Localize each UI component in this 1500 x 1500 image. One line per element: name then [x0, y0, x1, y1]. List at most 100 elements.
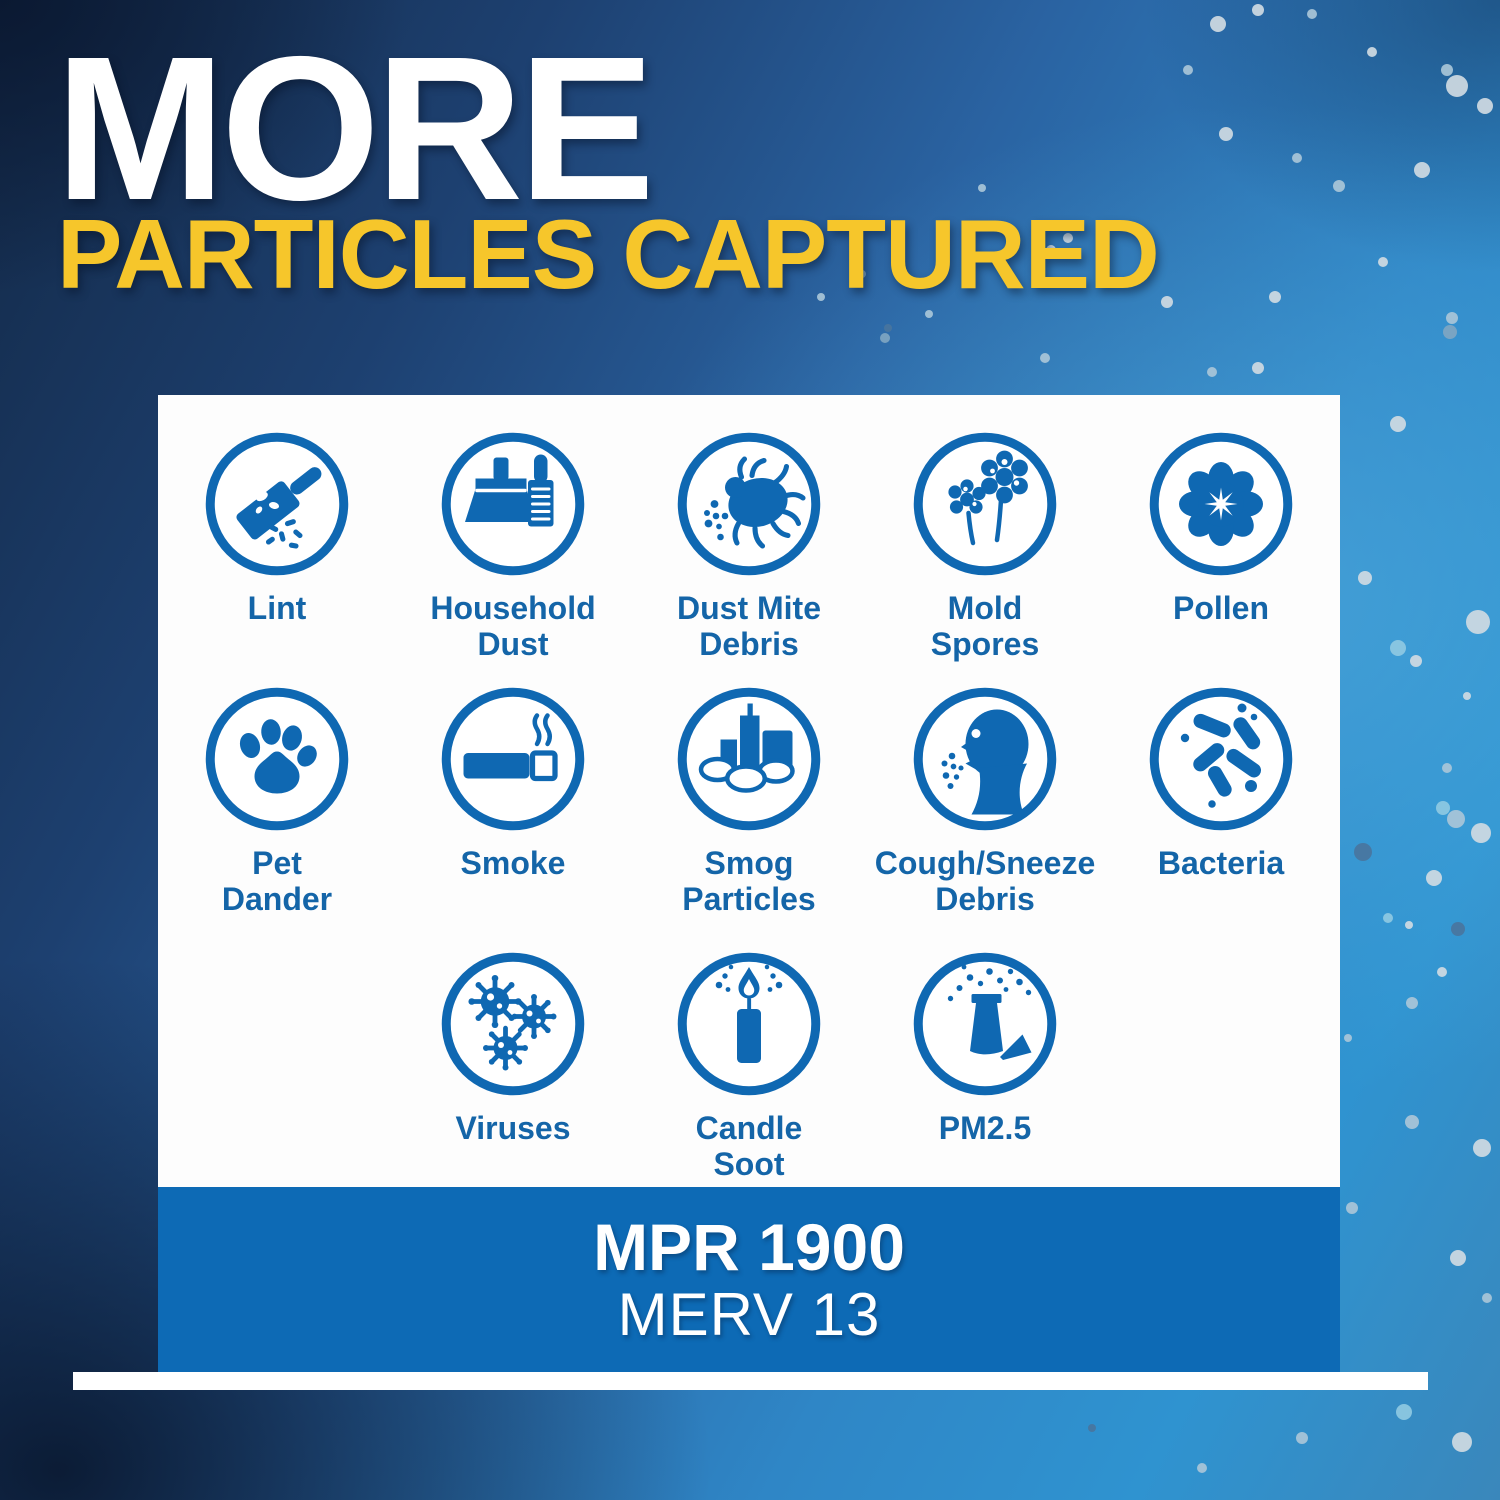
background-dot [1207, 367, 1217, 377]
background-dot [1210, 16, 1226, 32]
paw-print-icon [205, 687, 349, 831]
background-dot [1396, 1404, 1412, 1420]
particle-item-smoke: Smoke [395, 684, 631, 918]
particle-item-pet-dander: Pet Dander [159, 684, 395, 918]
bottom-rule [73, 1372, 1428, 1390]
particle-item-smog-particles: Smog Particles [631, 684, 867, 918]
particle-label: Pollen [1172, 590, 1269, 626]
particle-item-pollen: Pollen [1103, 429, 1339, 663]
background-dot [1088, 1424, 1096, 1432]
background-dot [1436, 801, 1450, 815]
particle-label: Cough/Sneeze Debris [874, 845, 1096, 917]
background-dot [1354, 843, 1372, 861]
background-dot [1463, 692, 1471, 700]
smokestack-icon [913, 952, 1057, 1096]
particle-label: Bacteria [1157, 845, 1285, 881]
particles-card: Lint Household D [158, 395, 1340, 1372]
background-dot [1414, 162, 1430, 178]
rating-band: MPR 1900 MERV 13 [158, 1187, 1340, 1372]
background-dot [1307, 9, 1317, 19]
background-dot [978, 184, 986, 192]
background-dot [1446, 75, 1468, 97]
background-dot [1426, 870, 1442, 886]
background-dot [1446, 312, 1458, 324]
background-dot [1452, 1432, 1472, 1452]
particle-label: PM2.5 [938, 1110, 1032, 1146]
background-dot [1441, 64, 1453, 76]
particle-item-candle-soot: Candle Soot [631, 949, 867, 1183]
merv-rating: MERV 13 [617, 1280, 881, 1348]
particle-label: Viruses [455, 1110, 571, 1146]
mold-spores-icon [913, 432, 1057, 576]
particle-label: Household Dust [430, 590, 596, 662]
background-dot [880, 333, 890, 343]
background-dot [1040, 353, 1050, 363]
background-dot [1358, 571, 1372, 585]
background-dot [1367, 47, 1377, 57]
background-dot [1471, 823, 1491, 843]
background-dot [1437, 967, 1447, 977]
background-dot [1477, 98, 1493, 114]
particle-label: Mold Spores [930, 590, 1040, 662]
headline-more: MORE [55, 14, 655, 243]
background-dot [1442, 763, 1452, 773]
candle-flame-icon [677, 952, 821, 1096]
background-dot [884, 324, 892, 332]
dustpan-brush-icon [441, 432, 585, 576]
background-dot [1451, 922, 1465, 936]
background-dot [1378, 257, 1388, 267]
particle-item-dust-mite-debris: Dust Mite Debris [631, 429, 867, 663]
particle-item-pm25: PM2.5 [867, 949, 1103, 1183]
background-dot [1406, 997, 1418, 1009]
particles-row-1: Lint Household D [159, 429, 1339, 663]
particles-row-3: Viruses Candle Soot [159, 949, 1339, 1183]
background-dot [1390, 640, 1406, 656]
background-dot [1405, 921, 1413, 929]
mpr-rating: MPR 1900 [593, 1209, 905, 1284]
background-dot [1183, 65, 1193, 75]
background-dot [1292, 153, 1302, 163]
background-dot [1466, 610, 1490, 634]
background-dot [1269, 291, 1281, 303]
particle-item-viruses: Viruses [395, 949, 631, 1183]
particle-label: Smoke [460, 845, 566, 881]
dust-mite-icon [677, 432, 821, 576]
lint-roller-icon [205, 432, 349, 576]
background-dot [1482, 1293, 1492, 1303]
city-smog-icon [677, 687, 821, 831]
particle-item-cough-sneeze-debris: Cough/Sneeze Debris [867, 684, 1103, 918]
cigarette-icon [441, 687, 585, 831]
background-dot [925, 310, 933, 318]
background-dot [1197, 1463, 1207, 1473]
background-dot [1447, 810, 1465, 828]
background-dot [1383, 913, 1393, 923]
particle-item-bacteria: Bacteria [1103, 684, 1339, 918]
background-dot [1450, 1250, 1466, 1266]
particle-label: Smog Particles [682, 845, 816, 917]
background-dot [1161, 296, 1173, 308]
background-dot [1296, 1432, 1308, 1444]
background-dot [1410, 655, 1422, 667]
background-dot [1344, 1034, 1352, 1042]
particles-row-2: Pet Dander Smoke [159, 684, 1339, 918]
background-dot [1405, 1115, 1419, 1129]
sneeze-face-icon [913, 687, 1057, 831]
background-dot [1346, 1202, 1358, 1214]
background-dot [1252, 4, 1264, 16]
background-dot [1443, 325, 1457, 339]
background-dot [1219, 127, 1233, 141]
pollen-flower-icon [1149, 432, 1293, 576]
particle-label: Candle Soot [695, 1110, 803, 1182]
particle-item-lint: Lint [159, 429, 395, 663]
particle-label: Lint [247, 590, 307, 626]
background-dot [1333, 180, 1345, 192]
particle-item-household-dust: Household Dust [395, 429, 631, 663]
background-dot [1473, 1139, 1491, 1157]
particle-item-mold-spores: Mold Spores [867, 429, 1103, 663]
background-dot [1252, 362, 1264, 374]
bacteria-rods-icon [1149, 687, 1293, 831]
particle-label: Pet Dander [221, 845, 333, 917]
background-dot [1390, 416, 1406, 432]
headline-particles-captured: PARTICLES CAPTURED [57, 199, 1160, 309]
